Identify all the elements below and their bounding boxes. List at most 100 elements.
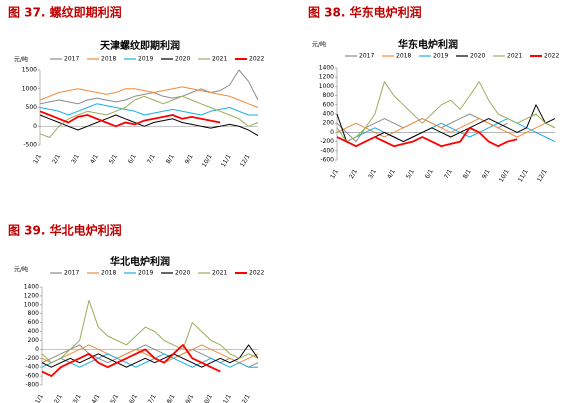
y-tick-label: 1500: [22, 67, 37, 74]
y-tick-label: 200: [28, 337, 40, 344]
y-tick-label: -600: [320, 157, 334, 164]
x-tick-label: 1/1: [34, 393, 45, 403]
y-tick-label: 0: [330, 129, 334, 136]
legend-label: 2019: [138, 270, 153, 277]
x-tick-label: 7/1: [147, 393, 158, 403]
x-tick-label: 1/1: [329, 168, 340, 180]
y-tick-label: 1200: [24, 292, 39, 299]
y-tick-label: -400: [320, 147, 334, 154]
series-line: [41, 299, 259, 364]
x-tick-label: 9/1: [184, 393, 195, 403]
y-tick-label: -200: [25, 355, 39, 362]
y-tick-label: 1000: [24, 301, 39, 308]
series-line: [336, 81, 556, 143]
y-axis-label: 元/吨: [312, 41, 326, 49]
x-tick-label: 6/1: [128, 393, 139, 403]
x-tick-label: 5/1: [109, 393, 120, 403]
y-tick-label: 600: [28, 319, 40, 326]
x-tick-label: 4/1: [90, 393, 101, 403]
series-line: [39, 110, 221, 128]
series-line: [41, 344, 259, 368]
y-tick-label: 1000: [319, 83, 334, 90]
legend-label: 2018: [101, 56, 116, 63]
x-tick-label: 3/1: [367, 168, 378, 180]
series-line: [39, 69, 259, 105]
x-tick-label: 8/1: [166, 393, 177, 403]
series-line: [39, 114, 259, 137]
legend-label: 2020: [470, 53, 485, 60]
y-tick-label: 1400: [24, 284, 39, 291]
x-tick-label: 5/1: [405, 168, 416, 180]
caption: 图 37. 螺纹即期利润: [8, 5, 122, 20]
series-line: [336, 126, 518, 148]
legend-label: 2022: [249, 270, 264, 277]
x-tick-label: 9/1: [184, 153, 195, 165]
legend-label: 2021: [212, 270, 227, 277]
x-tick-label: 7/1: [443, 168, 454, 180]
y-tick-label: 0: [35, 346, 39, 353]
legend-label: 2018: [396, 53, 411, 60]
legend-label: 2017: [64, 56, 79, 63]
series-line: [41, 344, 259, 364]
caption: 图 39. 华北电炉利润: [8, 223, 122, 238]
x-tick-label: 1/1: [32, 153, 43, 165]
y-tick-label: -200: [320, 138, 334, 145]
chart-title: 华东电炉利润: [398, 38, 458, 51]
legend-label: 2018: [101, 270, 116, 277]
y-tick-label: 800: [323, 92, 335, 99]
legend-label: 2021: [212, 56, 227, 63]
series-line: [41, 344, 221, 377]
y-tick-label: 500: [26, 104, 38, 111]
x-tick-label: 11/1: [220, 393, 233, 403]
legend-label: 2022: [544, 53, 559, 60]
legend-label: 2020: [175, 56, 190, 63]
y-tick-label: 0: [33, 123, 37, 130]
x-tick-label: 2/1: [53, 393, 64, 403]
x-tick-label: 2/1: [51, 153, 62, 165]
series-line: [336, 118, 556, 138]
y-tick-label: 600: [323, 101, 335, 108]
x-tick-label: 5/1: [108, 153, 119, 165]
series-line: [39, 103, 258, 116]
legend-label: 2021: [507, 53, 522, 60]
x-tick-label: 12/1: [239, 393, 252, 403]
y-tick-label: -600: [25, 373, 39, 380]
y-tick-label: -800: [25, 382, 39, 389]
series-line: [39, 86, 259, 108]
legend-label: 2017: [64, 270, 79, 277]
series-line: [39, 95, 259, 138]
x-tick-label: 9/1: [481, 168, 492, 180]
x-tick-label: 4/1: [89, 153, 100, 165]
x-tick-label: 8/1: [462, 168, 473, 180]
y-tick-label: 1400: [319, 65, 334, 72]
y-tick-label: 1000: [22, 85, 37, 92]
y-axis-label: 元/吨: [14, 266, 28, 274]
x-tick-label: 10/1: [201, 393, 214, 403]
x-tick-label: 2/1: [348, 168, 359, 180]
chart-title: 华北电炉利润: [110, 255, 170, 268]
x-tick-label: 7/1: [146, 153, 157, 165]
x-tick-label: 3/1: [72, 393, 83, 403]
y-tick-label: -400: [25, 364, 39, 371]
y-tick-label: 200: [323, 120, 335, 127]
x-tick-label: 6/1: [424, 168, 435, 180]
legend-label: 2017: [359, 53, 374, 60]
legend-label: 2022: [249, 56, 264, 63]
legend-label: 2019: [138, 56, 153, 63]
x-tick-label: 4/1: [386, 168, 397, 180]
y-axis-label: 元/吨: [14, 56, 28, 64]
y-tick-label: 400: [28, 328, 40, 335]
y-tick-label: -500: [23, 142, 37, 149]
caption: 图 38. 华东电炉利润: [308, 5, 422, 20]
series-line: [336, 118, 556, 143]
y-tick-label: 800: [28, 310, 40, 317]
y-tick-label: 400: [323, 111, 335, 118]
x-tick-label: 6/1: [127, 153, 138, 165]
legend-label: 2019: [433, 53, 448, 60]
y-tick-label: 1200: [319, 74, 334, 81]
chart-title: 天津螺纹即期利润: [100, 39, 180, 52]
legend-label: 2020: [175, 270, 190, 277]
x-tick-label: 8/1: [165, 153, 176, 165]
x-tick-label: 3/1: [70, 153, 81, 165]
